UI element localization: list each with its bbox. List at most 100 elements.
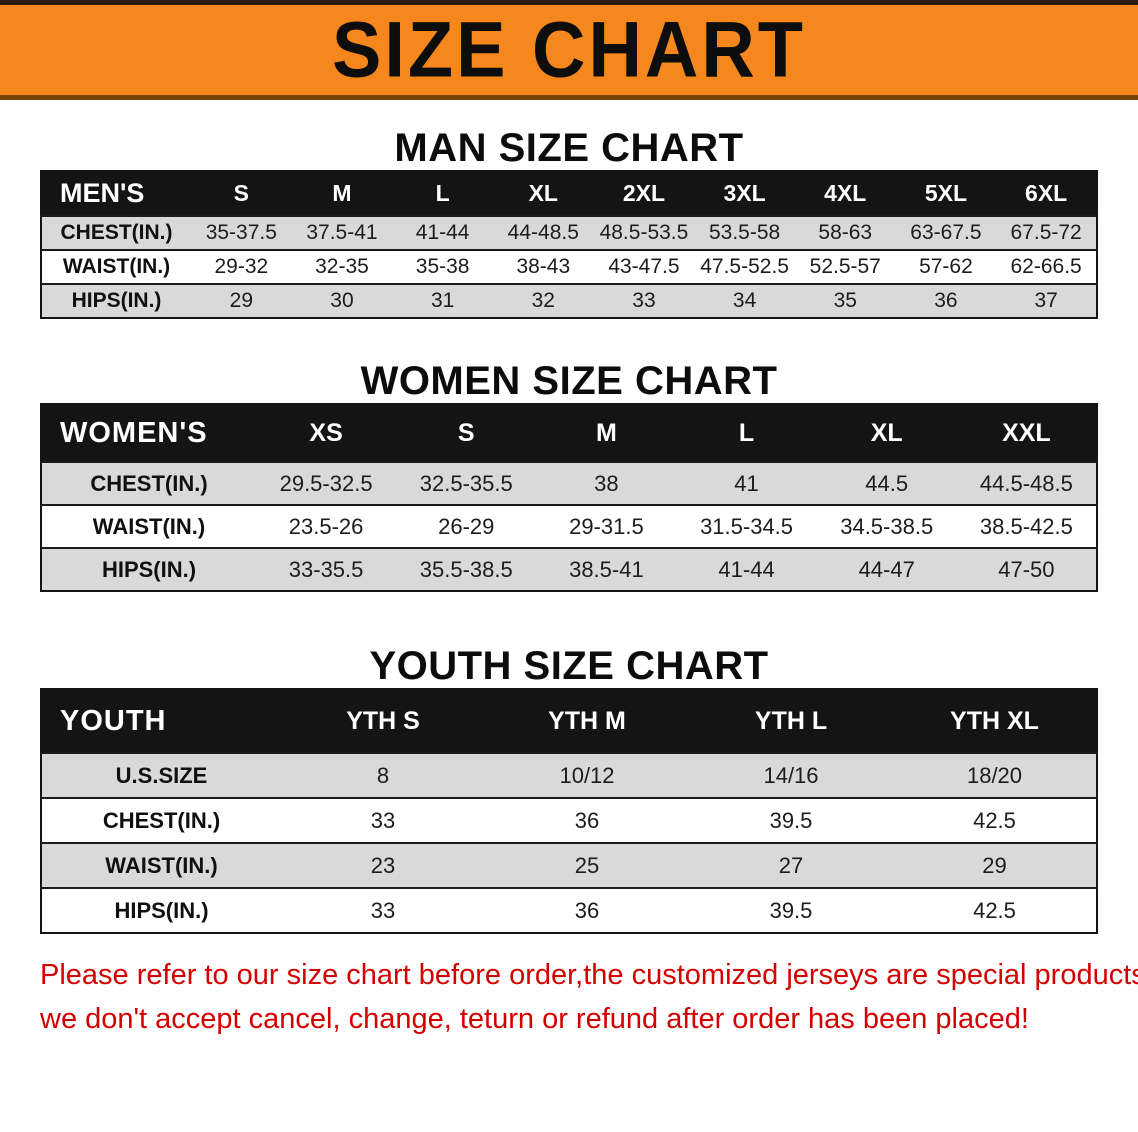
banner-title: SIZE CHART — [332, 5, 806, 94]
size-value-cell: 27 — [778, 852, 804, 878]
size-value-cell: 37 — [1034, 289, 1058, 312]
size-value-cell: 62-66.5 — [1010, 255, 1082, 278]
row-label: WAIST(IN.) — [92, 513, 206, 539]
size-value-cell: 67.5-72 — [1010, 221, 1082, 244]
youth-section: YOUTH SIZE CHART YOUTH YTH S YTH M YTH L YTH… — [0, 644, 1138, 934]
size-value-cell: 26-29 — [438, 513, 495, 539]
size-value-cell: 23 — [370, 852, 396, 878]
size-value-cell: 38.5-41 — [569, 556, 644, 582]
size-value-cell: 48.5-53.5 — [599, 221, 689, 244]
size-value-cell: 33 — [370, 897, 396, 923]
youth-section-title: YOUTH SIZE CHART — [369, 644, 769, 688]
size-column-header: 5XL — [895, 171, 997, 216]
women-section: WOMEN SIZE CHART WOMEN'S XS S M L XL XXL CHEST(… — [0, 359, 1138, 592]
table-row: WAIST(IN.) 29-32 32-35 35-38 38-43 43-47.5 47.… — [41, 250, 1097, 284]
size-value-cell: 35-37.5 — [205, 221, 277, 244]
size-value-cell: 63-67.5 — [910, 221, 982, 244]
size-column-header: 6XL — [996, 171, 1097, 216]
size-value-cell: 41-44 — [718, 556, 775, 582]
size-value-cell: 29 — [229, 289, 253, 312]
size-column-header: L — [676, 404, 817, 462]
notice-line-1: Please refer to our size chart before or… — [40, 959, 1138, 991]
table-row: U.S.SIZE 8 10/12 14/16 18/20 — [41, 753, 1097, 798]
size-value-cell: 32-35 — [315, 255, 369, 278]
size-value-cell: 35-38 — [415, 255, 470, 278]
men-size-table: MEN'S S M L XL 2XL 3XL 4XL 5XL 6XL CHEST(IN.) 35-37… — [40, 170, 1098, 319]
size-value-cell: 18/20 — [966, 762, 1023, 788]
banner: SIZE CHART — [0, 0, 1138, 100]
size-value-cell: 44-48.5 — [507, 221, 579, 244]
size-value-cell: 31 — [430, 289, 455, 312]
size-value-cell: 39.5 — [769, 897, 813, 923]
size-column-header: XXL — [956, 404, 1097, 462]
size-column-header: L — [392, 171, 493, 216]
row-label: HIPS(IN.) — [101, 556, 197, 582]
size-column-header: YTH M — [485, 689, 689, 753]
size-value-cell: 35 — [833, 289, 857, 312]
size-value-cell: 38-43 — [516, 255, 571, 278]
size-value-cell: 38.5-42.5 — [979, 513, 1073, 539]
size-value-cell: 33-35.5 — [288, 556, 364, 582]
size-value-cell: 36 — [934, 289, 958, 312]
size-column-header: YTH S — [281, 689, 485, 753]
size-column-header: XL — [492, 171, 594, 216]
size-value-cell: 43-47.5 — [608, 255, 680, 278]
size-value-cell: 35.5-38.5 — [419, 556, 513, 582]
size-value-cell: 14/16 — [763, 762, 819, 788]
size-value-cell: 52.5-57 — [809, 255, 881, 278]
table-corner-label: WOMEN'S — [41, 404, 256, 462]
table-header-row: WOMEN'S XS S M L XL XXL — [41, 404, 1097, 462]
row-label: HIPS(IN.) — [114, 897, 209, 923]
table-corner-label: MEN'S — [41, 171, 191, 216]
size-value-cell: 44.5 — [865, 470, 909, 496]
size-value-cell: 30 — [330, 289, 354, 312]
table-row: HIPS(IN.) 33 36 39.5 42.5 — [41, 888, 1097, 933]
table-row: HIPS(IN.) 33-35.5 35.5-38.5 38.5-41 41-44 44-… — [41, 548, 1097, 591]
size-column-header: 2XL — [593, 171, 695, 216]
women-section-title: WOMEN SIZE CHART — [360, 359, 778, 403]
table-row: WAIST(IN.) 23 25 27 29 — [41, 843, 1097, 888]
size-value-cell: 38 — [594, 470, 619, 496]
size-value-cell: 29-31.5 — [569, 513, 644, 539]
table-row: CHEST(IN.) 33 36 39.5 42.5 — [41, 798, 1097, 843]
size-column-header: YTH L — [689, 689, 893, 753]
size-value-cell: 47.5-52.5 — [700, 255, 789, 278]
row-label: HIPS(IN.) — [71, 289, 162, 312]
size-value-cell: 33 — [632, 289, 656, 312]
size-value-cell: 33 — [370, 807, 396, 833]
size-value-cell: 41 — [734, 470, 759, 496]
row-label: CHEST(IN.) — [90, 470, 208, 496]
size-value-cell: 36 — [574, 897, 600, 923]
size-value-cell: 32 — [531, 289, 555, 312]
size-value-cell: 44.5-48.5 — [979, 470, 1073, 496]
size-value-cell: 39.5 — [769, 807, 813, 833]
table-row: CHEST(IN.) 35-37.5 37.5-41 41-44 44-48.5 48.5… — [41, 216, 1097, 250]
notice-line-2: we don't accept cancel, change, teturn o… — [40, 1002, 1029, 1035]
size-column-header: XS — [256, 404, 397, 462]
size-value-cell: 23.5-26 — [288, 513, 364, 539]
size-column-header: S — [191, 171, 292, 216]
row-label: U.S.SIZE — [115, 762, 208, 788]
table-header-row: MEN'S S M L XL 2XL 3XL 4XL 5XL 6XL — [41, 171, 1097, 216]
table-row: HIPS(IN.) 29 30 31 32 33 34 35 36 37 — [41, 284, 1097, 318]
size-value-cell: 32.5-35.5 — [419, 470, 513, 496]
size-value-cell: 36 — [574, 807, 600, 833]
size-value-cell: 34.5-38.5 — [840, 513, 934, 539]
size-column-header: M — [536, 404, 677, 462]
men-section: MAN SIZE CHART MEN'S S M L XL 2XL 3XL 4XL 5XL 6XL… — [0, 126, 1138, 319]
table-row: WAIST(IN.) 23.5-26 26-29 29-31.5 31.5-34.5 34… — [41, 505, 1097, 548]
size-column-header: YTH XL — [893, 689, 1097, 753]
row-label: CHEST(IN.) — [60, 221, 173, 244]
table-header-row: YOUTH YTH S YTH M YTH L YTH XL — [41, 689, 1097, 753]
size-value-cell: 58-63 — [818, 221, 873, 244]
size-value-cell: 42.5 — [973, 897, 1016, 923]
order-notice: Please refer to our size chart before or… — [40, 954, 1138, 1041]
size-value-cell: 10/12 — [559, 762, 615, 788]
size-value-cell: 25 — [574, 852, 600, 878]
row-label: WAIST(IN.) — [62, 255, 171, 278]
table-row: CHEST(IN.) 29.5-32.5 32.5-35.5 38 41 44.5 44.5… — [41, 462, 1097, 505]
size-value-cell: 31.5-34.5 — [700, 513, 794, 539]
size-column-header: 3XL — [694, 171, 795, 216]
size-value-cell: 8 — [376, 762, 390, 788]
